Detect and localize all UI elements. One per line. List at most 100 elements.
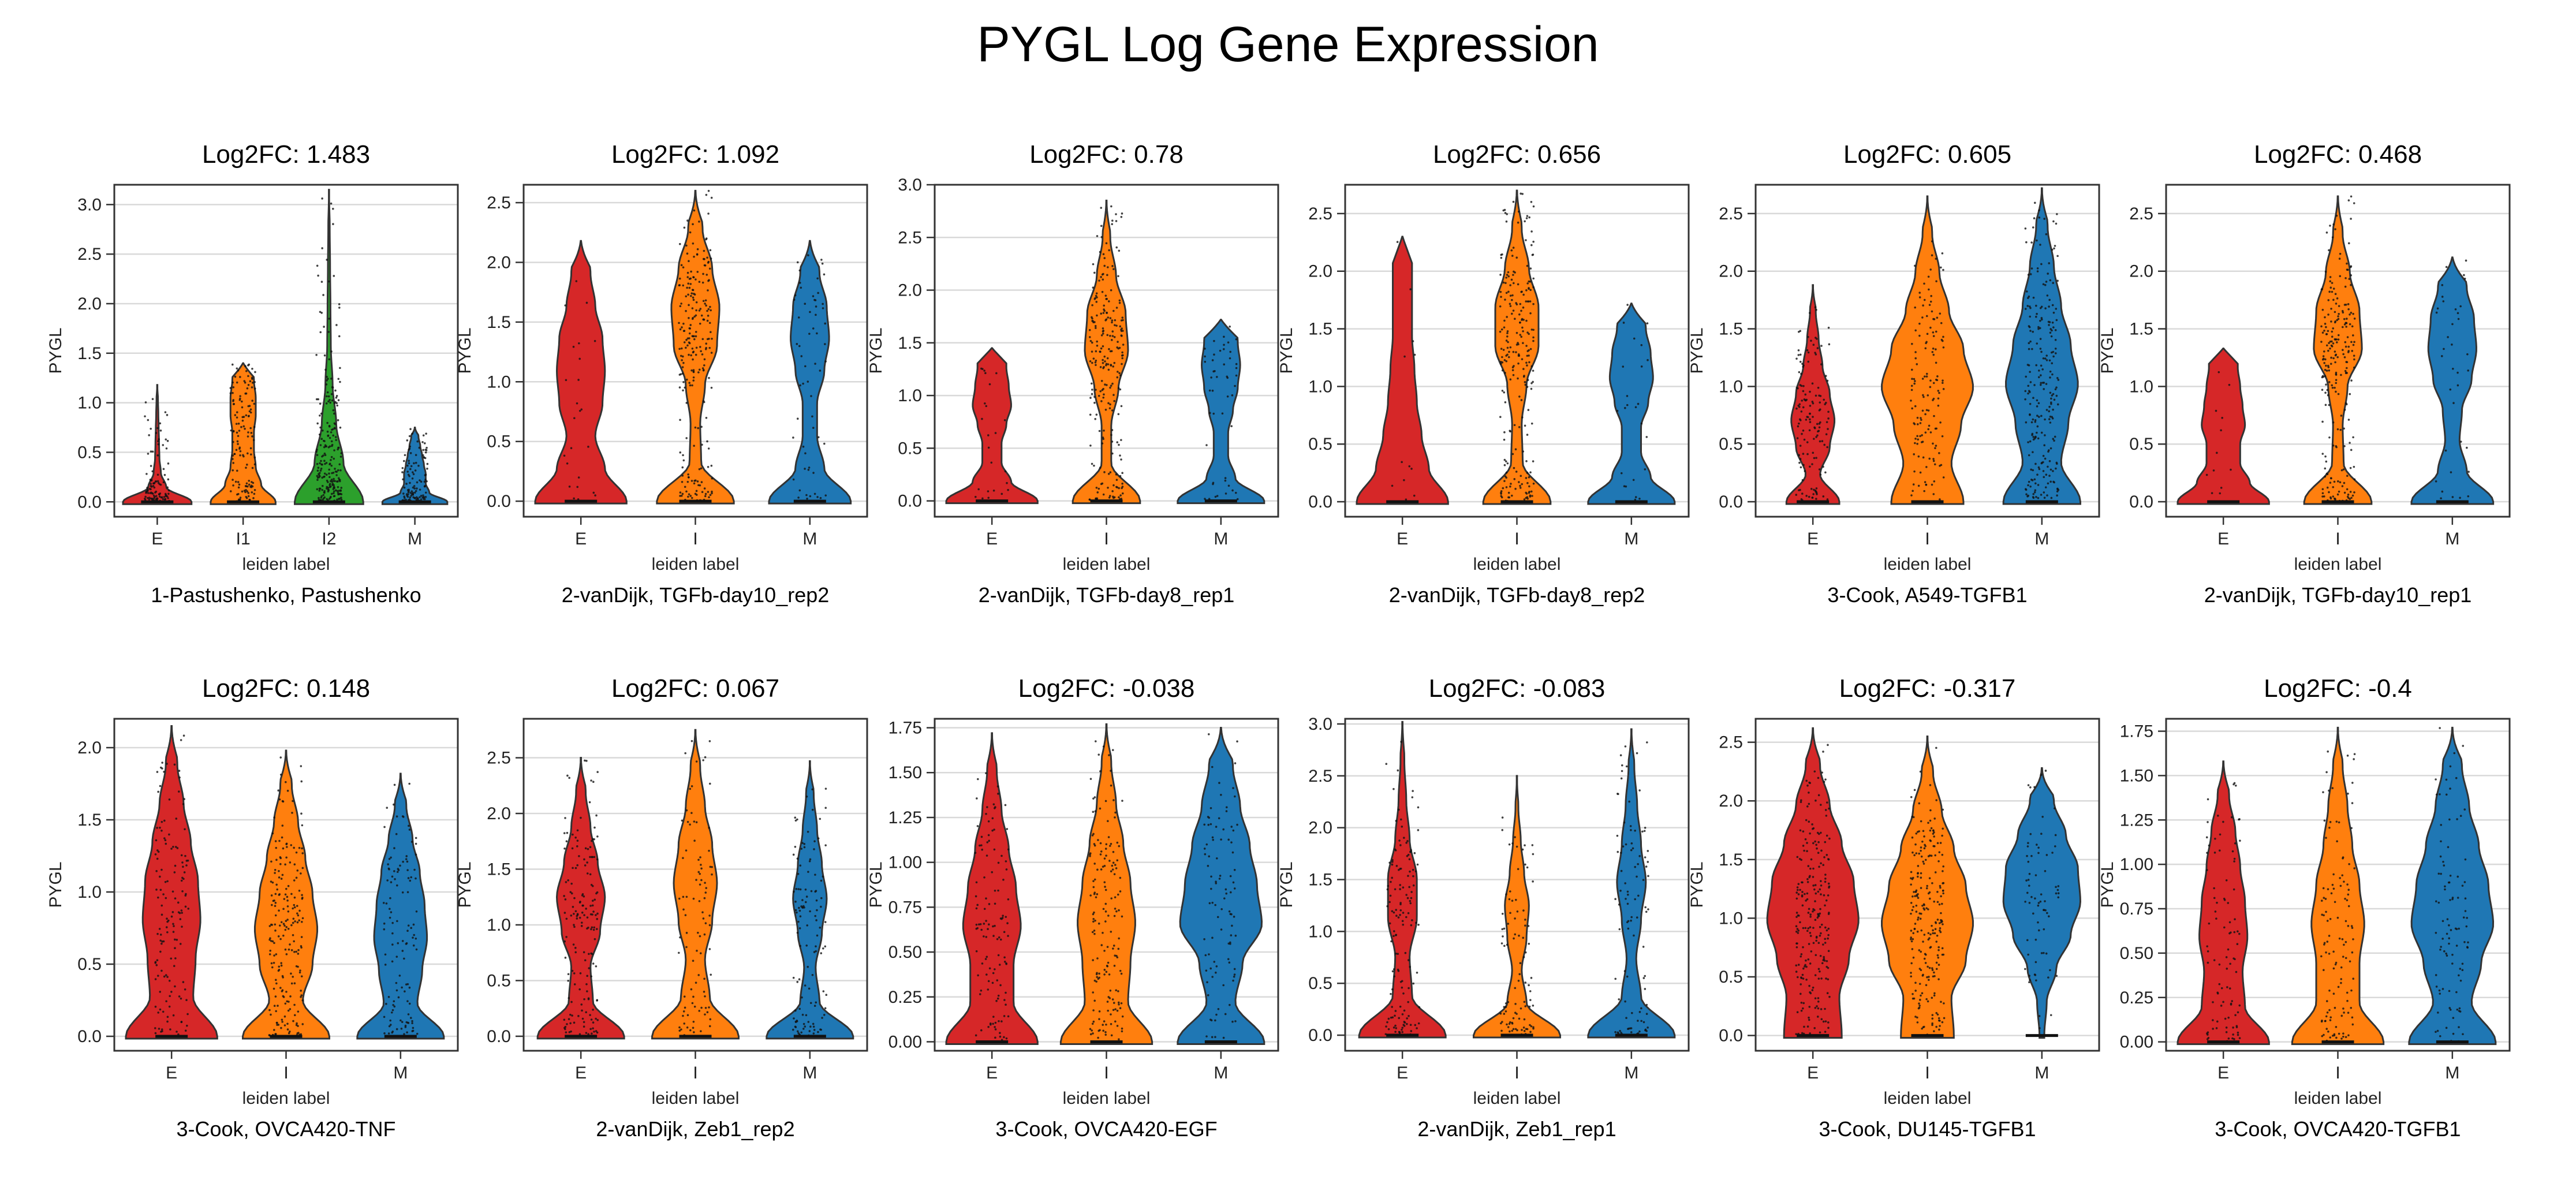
data-point [2327,364,2329,367]
data-point [2051,248,2054,251]
data-point [183,798,185,800]
data-point [319,402,322,405]
data-point [703,369,705,371]
data-point [419,488,421,491]
data-point [1407,912,1410,914]
data-point [975,495,977,498]
data-point [1224,888,1227,891]
data-point [1936,919,1939,921]
data-point [2441,284,2444,286]
data-point [1916,443,1918,445]
data-point [1499,363,1502,365]
data-point [2028,342,2030,345]
data-point [1929,819,1932,822]
data-point [326,379,328,382]
data-point [1088,498,1091,501]
data-point [1217,1007,1220,1010]
data-point [1109,334,1111,337]
data-point [708,267,711,270]
violin-panel-12: 0.000.250.500.751.001.251.501.75E I MLog2F… [2098,674,2511,1141]
data-point [1417,806,1420,809]
data-point [1092,833,1095,835]
data-point [155,495,158,497]
data-point [1528,280,1530,283]
data-point [2329,477,2332,479]
data-point [1932,932,1934,935]
data-point [1942,388,1945,390]
data-point [2046,294,2049,297]
data-point [2216,451,2218,454]
data-point [693,1031,695,1033]
data-point [2218,983,2221,986]
data-point [401,466,404,469]
data-point [824,844,827,846]
data-point [1395,934,1398,936]
data-point [583,951,585,954]
data-point [681,372,684,375]
data-point [1096,340,1098,343]
data-point [690,785,693,787]
data-point [591,953,593,955]
data-point [1636,752,1638,755]
data-point [270,1013,272,1016]
data-point [320,495,323,498]
data-point [1912,932,1915,935]
data-point [1524,220,1526,223]
data-point [1121,316,1124,319]
data-point [801,906,804,909]
data-point [2028,295,2030,298]
data-point [1644,856,1647,858]
data-point [2050,497,2053,499]
data-point [328,498,331,500]
data-point [1911,407,1913,410]
data-point [338,463,341,466]
data-point [400,1027,403,1030]
data-point [1808,1016,1810,1019]
data-point [2331,335,2334,338]
data-point [797,1032,800,1035]
data-point [1798,418,1801,421]
data-point [574,867,577,869]
data-point [1910,962,1913,965]
data-point [1091,341,1093,344]
data-point [2205,473,2208,476]
data-point [1828,343,1831,346]
data-point [383,922,386,925]
data-point [2029,402,2032,405]
data-point [1231,851,1234,854]
data-point [1514,836,1516,838]
data-point [412,494,415,496]
data-point [980,928,983,931]
data-point [2467,369,2469,372]
data-point [1512,309,1515,312]
data-point [574,910,577,913]
data-point [251,376,253,379]
data-point [1387,1017,1390,1020]
data-point [144,401,147,404]
data-point [397,996,400,999]
data-point [1935,361,1937,364]
data-point [155,839,158,842]
data-point [564,898,567,901]
data-point [1227,958,1230,961]
data-point [1619,754,1622,757]
y-tick-label: 0.5 [487,432,511,451]
data-point [2054,329,2057,331]
data-point [1204,355,1206,358]
data-point [1118,301,1121,304]
data-point [2039,383,2042,386]
data-point [2325,369,2328,372]
data-point [177,901,180,904]
data-point [1119,454,1121,457]
data-point [323,326,325,328]
data-point [690,294,692,297]
data-point [1914,895,1916,898]
data-point [1801,363,1804,365]
data-point [2039,348,2042,350]
data-point [592,781,595,783]
data-point [292,800,294,802]
data-point [1105,363,1108,365]
data-point [2044,418,2046,421]
data-point [1100,334,1103,337]
data-point [2052,220,2055,223]
